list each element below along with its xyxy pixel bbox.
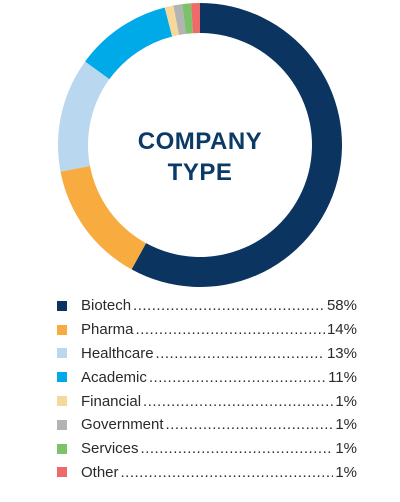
legend-item-other: Other 1% <box>57 461 357 485</box>
legend-item-healthcare: Healthcare 13% <box>57 342 357 366</box>
donut-slice-healthcare <box>57 61 110 172</box>
chart-title-line-2: TYPE <box>167 159 233 186</box>
legend-leader-dots <box>133 297 325 314</box>
legend-label: Financial <box>81 392 142 410</box>
legend-item-academic: Academic 11% <box>57 365 357 389</box>
legend-label: Healthcare <box>81 344 154 362</box>
donut-slice-government <box>173 4 186 35</box>
legend-swatch <box>57 443 67 454</box>
legend-item-pharma: Pharma 14% <box>57 318 357 342</box>
legend-value: 14% <box>326 321 357 339</box>
legend-leader-dots <box>143 393 333 410</box>
legend-item-financial: Financial 1% <box>57 389 357 413</box>
legend-label: Biotech <box>81 297 132 315</box>
chart-legend: Biotech 58% Pharma 14% Healthcare 13% Academic… <box>57 294 357 484</box>
legend-label: Academic <box>81 368 147 386</box>
chart-title-line-1: COMPANY <box>137 128 263 155</box>
legend-label: Government <box>81 416 164 434</box>
legend-swatch <box>57 324 67 335</box>
legend-item-government: Government 1% <box>57 413 357 437</box>
donut-svg <box>57 3 342 287</box>
legend-swatch <box>57 300 67 311</box>
legend-value: 11% <box>328 368 357 386</box>
legend-value: 1% <box>335 440 357 458</box>
legend-value: 13% <box>326 344 357 362</box>
donut-slice-financial <box>164 5 180 37</box>
legend-swatch <box>57 396 67 407</box>
legend-item-biotech: Biotech 58% <box>57 294 357 318</box>
legend-swatch <box>57 467 67 478</box>
legend-leader-dots <box>136 321 325 338</box>
legend-value: 1% <box>335 463 357 481</box>
donut-slice-services <box>182 3 193 34</box>
legend-label: Other <box>81 463 119 481</box>
donut-slice-biotech <box>131 3 342 287</box>
legend-item-services: Services 1% <box>57 437 357 461</box>
legend-leader-dots <box>166 416 334 433</box>
legend-label: Pharma <box>81 321 134 339</box>
legend-leader-dots <box>121 464 334 481</box>
donut-slice-academic <box>85 7 173 80</box>
donut-slice-other <box>191 3 200 34</box>
donut-slice-pharma <box>60 165 147 270</box>
legend-value: 1% <box>335 416 357 434</box>
legend-value: 1% <box>335 392 357 410</box>
legend-value: 58% <box>326 297 357 315</box>
donut-chart: COMPANY TYPE <box>57 3 342 287</box>
legend-label: Services <box>81 440 139 458</box>
legend-leader-dots <box>156 345 325 362</box>
legend-swatch <box>57 372 67 383</box>
legend-leader-dots <box>149 369 326 386</box>
legend-swatch <box>57 419 67 430</box>
legend-swatch <box>57 348 67 359</box>
legend-leader-dots <box>141 440 334 457</box>
